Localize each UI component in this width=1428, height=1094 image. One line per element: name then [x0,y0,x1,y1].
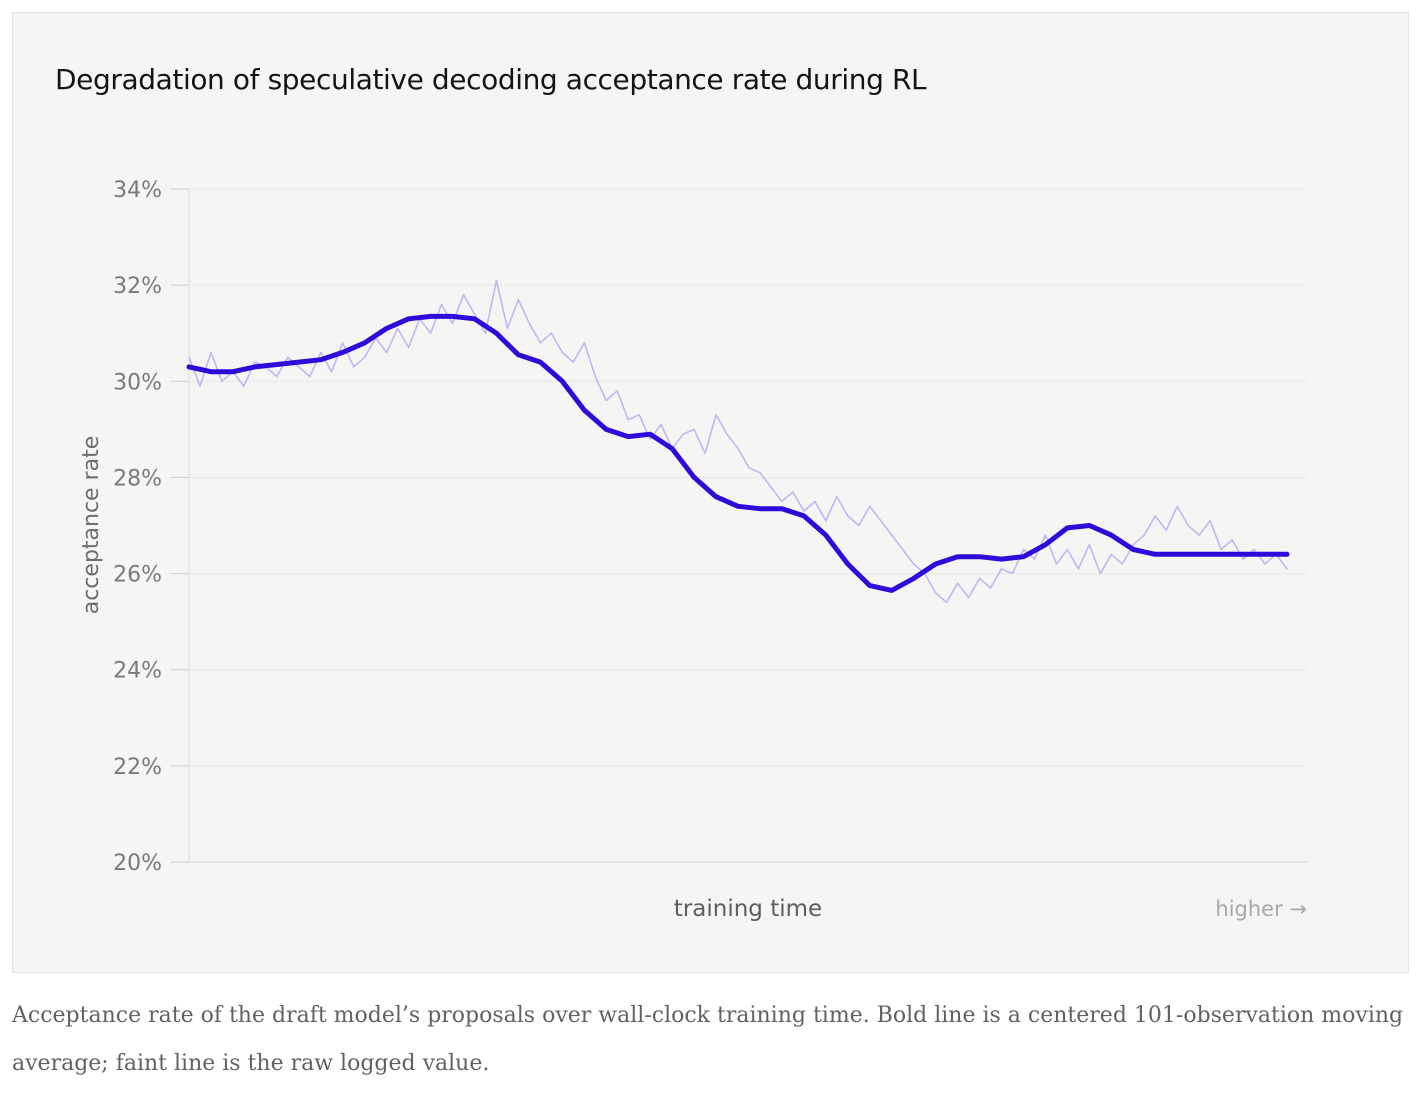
y-tick-label: 30% [113,370,162,395]
x-axis-direction-hint: higher → [1215,897,1307,921]
y-tick-label: 24% [113,659,162,684]
y-tick-label: 26% [113,563,162,588]
y-tick-label: 34% [113,178,162,203]
y-tick-label: 20% [113,851,162,876]
raw-acceptance-line [188,279,1288,604]
y-tick-label: 32% [113,274,162,299]
gridlines [189,188,1307,863]
chart-title: Degradation of speculative decoding acce… [55,63,927,96]
moving-average-line [186,313,1290,593]
y-tick-label: 22% [113,755,162,780]
y-axis-label: acceptance rate [79,436,104,615]
y-tick-label: 28% [113,466,162,491]
figure-caption: Acceptance rate of the draft model’s pro… [12,1003,1404,1076]
y-axis-ticks: 20% 22% 24% 26% 28% 30% 32% 34% [113,178,189,876]
series-layer [186,279,1290,604]
x-axis-label: training time [674,896,822,922]
